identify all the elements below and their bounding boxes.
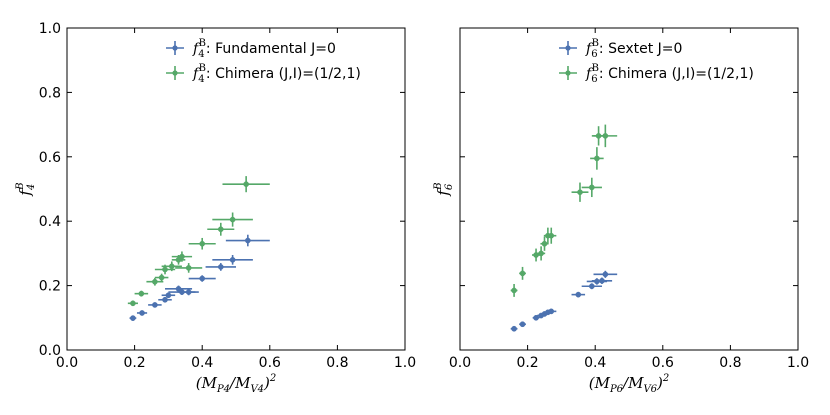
left-x-tick-label: 0.6 [259,355,281,371]
left-y-axis-label: f4B [15,182,37,196]
right-data-point [594,155,600,162]
right-x-tick-label: 0.8 [719,355,741,371]
left-x-tick-label: 0.4 [191,355,213,371]
right-series-1 [510,124,618,297]
left-data-point [152,302,158,308]
left-x-tick-label: 0.0 [56,355,78,371]
left-data-point [199,240,206,247]
right-x-tick-label: 0.4 [584,355,606,371]
right-plot-frame [459,27,799,351]
right-data-point [511,325,517,332]
left-data-point [199,275,206,282]
left-plot-frame [66,27,406,351]
left-data-point [158,274,165,281]
left-y-tick-label: 0.2 [39,279,61,295]
right-x-tick-label: 0.2 [516,355,538,371]
left-data-point [243,181,249,188]
right-x-tick-label: 1.0 [787,355,809,371]
left-series-0 [129,234,270,321]
right-data-point [538,250,544,257]
right-data-point [599,277,605,284]
right-data-point [588,283,595,290]
right-data-point [533,314,539,321]
right-x-axis-label: (MP6/MV6)2 [589,373,670,395]
left-series-1 [127,176,270,307]
left-y-tick-label: 0.0 [39,343,61,359]
left-data-point [179,253,185,260]
right-data-point [519,270,526,277]
left-panel: 0.0 0.2 0.4 0.6 0.8 1.0 0.0 0.2 0.4 0.6 0.8 1.0 (MP4… [15,21,416,395]
right-series-0 [510,270,618,332]
left-data-point [217,226,224,233]
left-y-tick-label: 0.8 [39,85,61,101]
left-x-axis-label: (MP4/MV4)2 [196,373,277,395]
left-data-point [130,300,136,307]
right-data-point [602,271,609,278]
right-panel: 0.0 0.2 0.4 0.6 0.8 1.0 (MP6/MV6)2 f6B f6B: Sext… [433,27,809,395]
left-legend-marker-dot [172,45,178,51]
left-data-point [229,216,236,223]
left-data-point [185,289,192,295]
right-legend-marker-dot [565,70,571,76]
left-x-tick-label: 0.8 [326,355,348,371]
right-legend-label-0: f6B: Sextet J=0 [585,38,682,60]
left-data-point [162,296,168,303]
right-data-point [548,232,555,239]
left-legend-label-0: f4B: Fundamental J=0 [192,38,336,60]
left-data-point [168,263,175,270]
left-x-tick-label: 0.2 [123,355,145,371]
right-legend-marker-dot [565,45,571,51]
right-y-axis-label: f6B [433,182,455,196]
left-y-tick-label: 0.6 [39,150,61,166]
left-legend-label-1: f4B: Chimera (J,I)=(1/2,1) [192,63,361,85]
right-legend-label-1: f6B: Chimera (J,I)=(1/2,1) [585,63,754,85]
right-data-point [519,321,526,328]
left-data-point [139,310,145,316]
right-data-point [541,240,548,247]
right-data-point [577,189,583,196]
right-data-point [548,308,555,315]
left-data-point [162,266,168,273]
left-y-tick-label: 1.0 [39,21,61,37]
left-data-point [217,264,224,270]
left-data-point [138,290,145,297]
left-y-tick-label: 0.4 [39,214,61,230]
left-data-point [165,292,172,299]
left-x-tick-label: 1.0 [394,355,416,371]
left-data-point [152,278,158,285]
right-data-point [588,184,595,191]
left-data-point [185,265,192,271]
left-data-point [244,237,251,244]
right-x-tick-label: 0.6 [652,355,674,371]
right-x-tick-label: 0.0 [449,355,471,371]
left-data-point [130,315,136,321]
right-data-point [511,287,517,294]
left-data-point [229,256,236,263]
right-data-point [602,133,609,139]
left-legend-marker-dot [172,70,178,76]
right-data-point [575,291,582,298]
